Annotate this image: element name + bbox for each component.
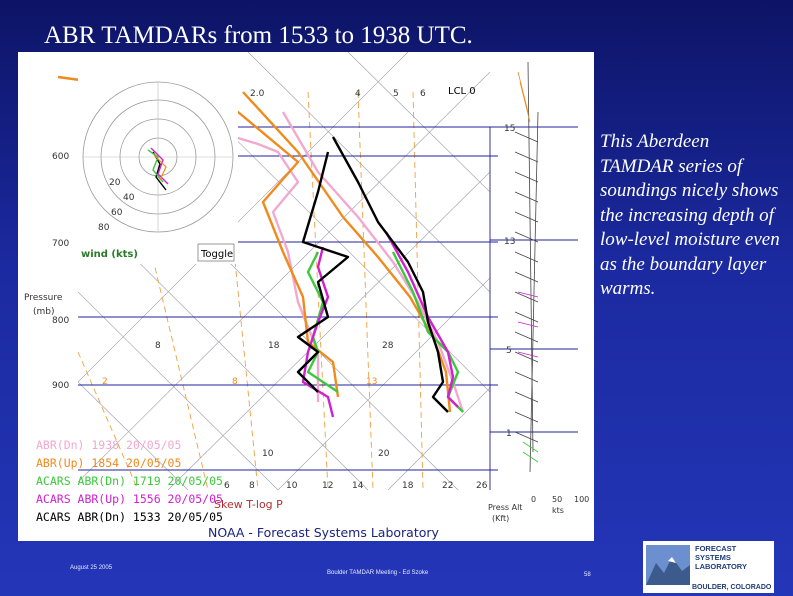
temperature-tick: 8: [249, 481, 255, 491]
sounding-1533-dew: [296, 151, 350, 393]
temperature-tick: 26: [476, 481, 488, 491]
altitude-label: 5: [506, 346, 512, 356]
sounding-1556-dew: [301, 246, 335, 418]
credit-label: NOAA - Forecast Systems Laboratory: [208, 525, 440, 540]
plot-name: Skew T-log P: [214, 498, 283, 511]
isotherm-label: 20: [378, 449, 390, 459]
altitude-label: 1: [506, 429, 512, 439]
press-alt-unit: (Kft): [492, 514, 509, 523]
toggle-button[interactable]: Toggle: [200, 249, 233, 260]
isotherm-label: 8: [155, 341, 161, 351]
mixing-ratio-label: 2: [102, 377, 108, 387]
wind-barbs: [514, 61, 539, 473]
wind-speed-tick: 100: [574, 495, 589, 504]
sounding-1938-temp: [281, 111, 465, 413]
logo-line-3: LABORATORY: [695, 562, 747, 571]
footer-meeting: Boulder TAMDAR Meeting - Ed Szoke: [327, 570, 429, 576]
legend-item: ABR(Up) 1854 20/05/05: [36, 456, 181, 470]
pressure-axis-title: Pressure: [24, 293, 63, 303]
hodograph-ring-label: 60: [111, 208, 123, 218]
logo-line-1: FORECAST: [695, 544, 737, 553]
pressure-label: 900: [52, 381, 69, 391]
footer-date: August 25 2005: [70, 565, 113, 571]
skewt-svg: LCL 0 2.0 4 5 6 600 700 800 900 Pressure…: [24, 52, 589, 540]
legend-item: ACARS ABR(Dn) 1533 20/05/05: [36, 510, 223, 524]
hodograph-ring-label: 80: [98, 223, 110, 233]
skewt-diagram: LCL 0 2.0 4 5 6 600 700 800 900 Pressure…: [18, 52, 594, 541]
legend: ABR(Dn) 1938 20/05/05 ABR(Up) 1854 20/05…: [36, 438, 223, 524]
mixing-ratio-label: 4: [355, 89, 361, 99]
hodograph-ring-label: 40: [123, 193, 135, 203]
wind-speed-tick: 50: [552, 495, 562, 504]
pressure-label: 700: [52, 239, 69, 249]
pressure-label: 600: [52, 152, 69, 162]
sounding-1556-temp: [384, 231, 459, 408]
mixing-ratio-label: 5: [393, 89, 399, 99]
mixing-ratio-label: 2.0: [250, 89, 265, 99]
page-number: 58: [584, 572, 591, 578]
lcl-label: LCL 0: [448, 86, 476, 97]
isotherm-label: 18: [268, 341, 280, 351]
pressure-label: 800: [52, 316, 69, 326]
logo-place: BOULDER, COLORADO: [692, 584, 772, 591]
temperature-tick: 14: [352, 481, 364, 491]
isobars: [78, 126, 578, 490]
wind-units-label: wind (kts): [81, 249, 138, 260]
wind-speed-tick: 0: [531, 495, 536, 504]
temperature-tick: 10: [286, 481, 298, 491]
mixing-ratio-label: 6: [420, 89, 426, 99]
sounding-1719-temp: [391, 251, 464, 413]
isotherm-label: 28: [382, 341, 394, 351]
legend-item: ABR(Dn) 1938 20/05/05: [36, 438, 181, 452]
mountain-icon: [646, 545, 690, 585]
hodograph-ring-label: 20: [109, 178, 121, 188]
altitude-label: 13: [504, 237, 515, 247]
legend-item: ACARS ABR(Up) 1556 20/05/05: [36, 492, 223, 506]
legend-item: ACARS ABR(Dn) 1719 20/05/05: [36, 474, 223, 488]
fsl-logo: FORECAST SYSTEMS LABORATORY BOULDER, COL…: [643, 541, 774, 593]
temperature-tick: 6: [224, 481, 230, 491]
temperature-tick: 12: [322, 481, 333, 491]
isotherm-label: 10: [262, 449, 274, 459]
caption-text: This Aberdeen TAMDAR series of soundings…: [600, 131, 780, 299]
sounding-1854-temp: [242, 91, 452, 413]
sounding-1533-temp: [331, 136, 449, 413]
temperature-tick: 22: [442, 481, 453, 491]
pressure-axis-unit: (mb): [33, 307, 55, 317]
wind-speed-unit: kts: [552, 506, 564, 515]
slide-title: ABR TAMDARs from 1533 to 1938 UTC.: [44, 22, 473, 49]
altitude-label: 15: [504, 124, 515, 134]
hodograph: [78, 52, 238, 264]
mixing-ratio-label: 8: [232, 377, 238, 387]
press-alt-label: Press Alt: [488, 503, 522, 512]
mixing-ratio-label: 13: [366, 377, 377, 387]
temperature-tick: 18: [402, 481, 414, 491]
logo-line-2: SYSTEMS: [695, 553, 731, 562]
